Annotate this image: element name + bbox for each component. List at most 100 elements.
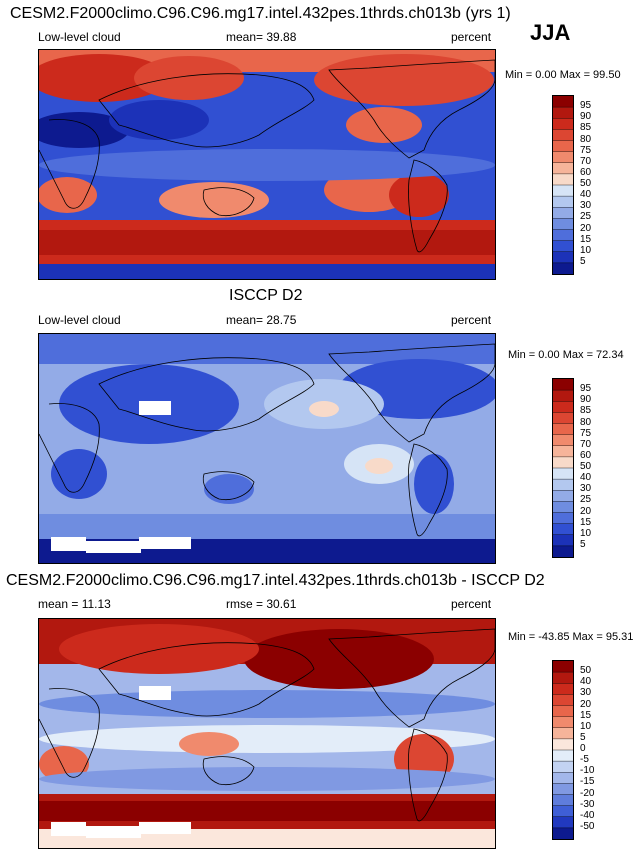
coastline-north-america [328, 59, 495, 159]
colorbar-tick-label: 15 [580, 233, 592, 245]
colorbar-segment [553, 423, 573, 435]
colorbar-tick-label: 30 [580, 483, 592, 495]
colorbar-segment [553, 251, 573, 264]
colorbar-tick-label: 60 [580, 166, 592, 178]
colorbar-segment [553, 661, 573, 673]
missing-data-tibet [139, 686, 171, 700]
colorbar-segment [553, 379, 573, 391]
colorbar-segment [553, 401, 573, 413]
colorbar-segment [553, 716, 573, 729]
colorbar-segment [553, 229, 573, 241]
namibia-stratocumulus [39, 177, 97, 213]
panel2-minmax: Min = 0.00 Max = 72.34 [508, 349, 624, 361]
coastline-australia [202, 187, 255, 217]
panel1-colorbar [552, 95, 574, 275]
colorbar-segment [553, 750, 573, 762]
colorbar-segment [553, 683, 573, 695]
coastline-north-america [328, 343, 495, 443]
colorbar-tick-label: 40 [580, 189, 592, 201]
colorbar-segment [553, 534, 573, 547]
peru-stratocumulus [389, 173, 449, 217]
colorbar-segment [553, 151, 573, 164]
colorbar-tick-label: 5 [580, 255, 586, 267]
panel3-rmse-label: rmse = 30.61 [226, 597, 297, 611]
panel2-variable-label: Low-level cloud [38, 313, 121, 327]
colorbar-segment [553, 738, 573, 751]
colorbar-segment [553, 523, 573, 536]
australia-land [204, 474, 254, 504]
colorbar-tick-label: 40 [580, 472, 592, 484]
colorbar-tick-label: -30 [580, 798, 595, 810]
colorbar-tick-label: 5 [580, 538, 586, 550]
missing-data-tibet [139, 401, 171, 415]
colorbar-tick-label: 15 [580, 516, 592, 528]
maritime-positive [179, 732, 239, 756]
colorbar-tick-label: 20 [580, 698, 592, 710]
colorbar-tick-label: 25 [580, 211, 592, 223]
subtropical-band-north [39, 690, 495, 718]
north-pacific-positive [244, 629, 434, 689]
panel3-title: CESM2.F2000climo.C96.C96.mg17.intel.432p… [6, 572, 545, 589]
colorbar-segment [553, 173, 573, 186]
panel2-units-label: percent [451, 313, 492, 327]
colorbar-segment [553, 240, 573, 253]
north-pacific-stratus [39, 54, 169, 102]
missing-data-antarctica-east [139, 822, 191, 834]
colorbar-tick-label: 50 [580, 461, 592, 472]
colorbar-tick-label: -5 [580, 754, 589, 766]
coastline-south-america [408, 728, 448, 822]
colorbar-tick-label: 80 [580, 416, 592, 428]
panel1-title: CESM2.F2000climo.C96.C96.mg17.intel.432p… [10, 5, 511, 22]
colorbar-segment [553, 816, 573, 829]
north-pacific-stratus-east [314, 54, 494, 106]
sahara-dry [39, 112, 129, 148]
colorbar-tick-label: 5 [580, 731, 586, 743]
panel2-mean-label: mean= 28.75 [226, 313, 297, 327]
colorbar-segment [553, 218, 573, 230]
colorbar-segment [553, 672, 573, 684]
colorbar-segment [553, 512, 573, 524]
colorbar-segment [553, 96, 573, 108]
colorbar-tick-label: 10 [580, 527, 592, 539]
coastline-australia [202, 756, 255, 786]
colorbar-tick-label: 20 [580, 505, 592, 517]
colorbar-tick-label: 75 [580, 144, 592, 156]
colorbar-segment [553, 705, 573, 717]
colorbar-tick-label: 50 [580, 178, 592, 189]
panel3-colorbar [552, 660, 574, 840]
pacific-warm-spot [309, 401, 339, 417]
colorbar-segment [553, 445, 573, 458]
southern-ocean-core [39, 230, 495, 255]
colorbar-segment [553, 490, 573, 502]
colorbar-tick-label: 30 [580, 687, 592, 699]
colorbar-tick-label: 50 [580, 665, 592, 677]
colorbar-segment [553, 827, 573, 839]
california-stratocumulus [346, 107, 422, 143]
colorbar-tick-label: -40 [580, 809, 595, 821]
coastline-australia [202, 471, 255, 501]
coastline-south-america [408, 443, 448, 537]
panel1-minmax: Min = 0.00 Max = 99.50 [505, 69, 621, 81]
panel3-mean-label: mean = 11.13 [38, 597, 111, 611]
southeast-pacific-warm-spot [365, 458, 393, 474]
tropical-band [39, 725, 495, 753]
panel1-units-label: percent [451, 30, 492, 44]
panel3-minmax: Min = -43.85 Max = 95.31 [508, 631, 634, 643]
colorbar-tick-label: 10 [580, 244, 592, 256]
coastline-south-america [408, 159, 448, 253]
colorbar-tick-label: 85 [580, 122, 592, 134]
coastline-eurasia [98, 642, 315, 717]
colorbar-tick-label: -20 [580, 787, 595, 799]
colorbar-tick-label: 10 [580, 720, 592, 732]
missing-data-antarctica-mid [86, 541, 141, 553]
colorbar-segment [553, 761, 573, 773]
colorbar-segment [553, 262, 573, 274]
colorbar-tick-label: 25 [580, 494, 592, 506]
colorbar-tick-label: 15 [580, 709, 592, 721]
colorbar-segment [553, 694, 573, 706]
north-atlantic-stratus [134, 56, 244, 100]
colorbar-tick-label: -10 [580, 765, 595, 777]
missing-data-antarctica-mid [86, 826, 141, 838]
colorbar-tick-label: 60 [580, 449, 592, 461]
colorbar-segment [553, 456, 573, 469]
